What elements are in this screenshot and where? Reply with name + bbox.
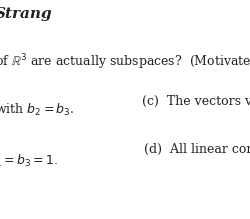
Text: $_1 = b_3 = 1.$: $_1 = b_3 = 1.$ [0,153,58,170]
Text: (c)  The vectors v: (c) The vectors v [142,95,250,108]
Text: with $b_2 = b_3$.: with $b_2 = b_3$. [0,102,74,118]
Text: (d)  All linear cor: (d) All linear cor [144,143,250,156]
Text: of $\mathbb{R}^3$ are actually subspaces?  (Motivate the ansv: of $\mathbb{R}^3$ are actually subspaces… [0,53,250,72]
Text: Strang: Strang [0,7,52,21]
